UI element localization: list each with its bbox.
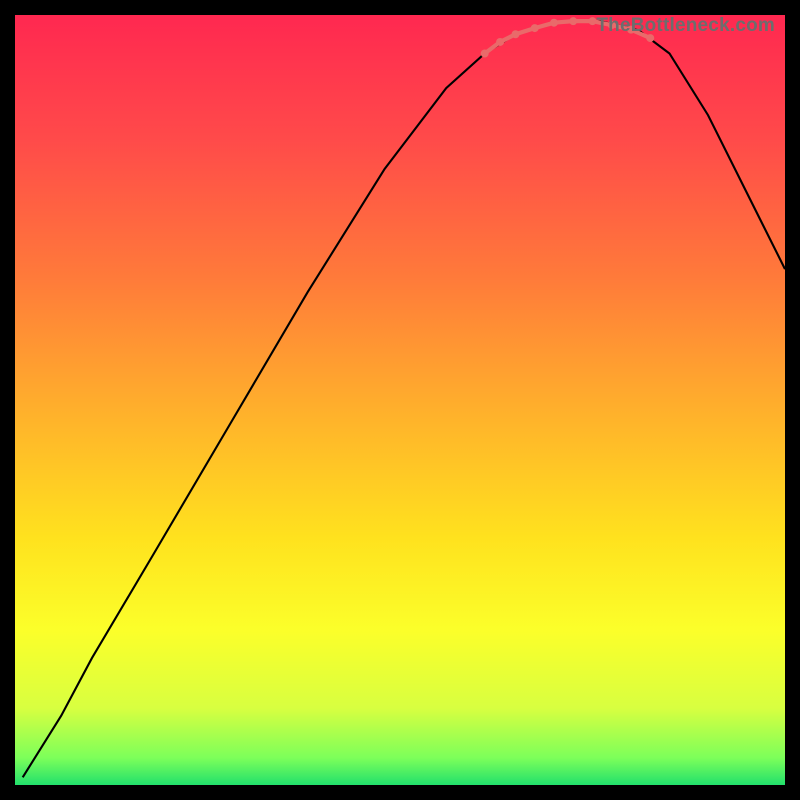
bottleneck-curve	[23, 21, 785, 777]
optimal-range-marker	[531, 24, 539, 32]
curve-layer	[15, 15, 785, 785]
optimal-range-marker	[569, 17, 577, 25]
optimal-range-marker	[512, 30, 520, 38]
plot-area: TheBottleneck.com	[15, 15, 785, 785]
chart-frame: TheBottleneck.com	[0, 0, 800, 800]
optimal-range-marker	[481, 50, 489, 58]
watermark-text: TheBottleneck.com	[596, 15, 775, 37]
optimal-range-marker	[496, 38, 504, 46]
optimal-range-marker	[589, 17, 597, 25]
optimal-range-marker	[550, 19, 558, 27]
